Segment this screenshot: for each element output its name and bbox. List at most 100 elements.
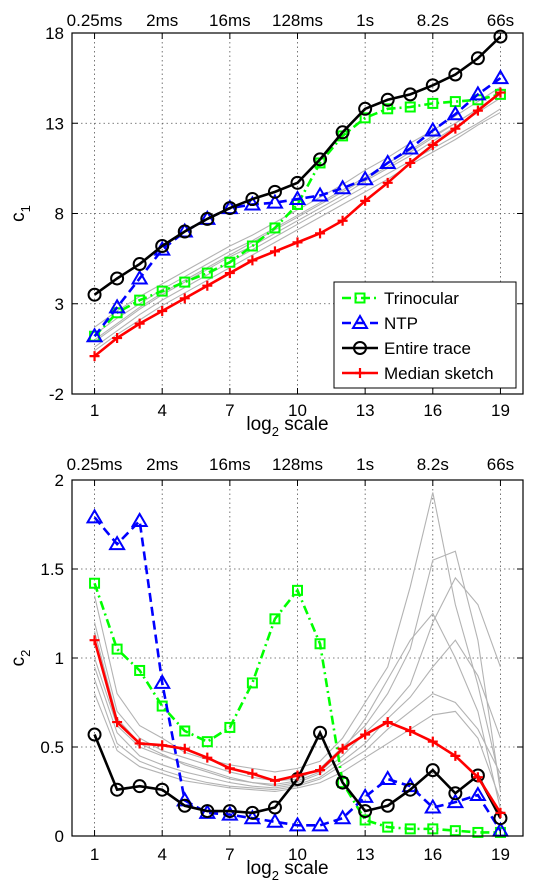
data-point [315, 765, 326, 776]
data-point [378, 770, 397, 786]
y-tick-label: 0 [55, 827, 64, 846]
data-point [446, 105, 465, 121]
legend-label: Entire trace [384, 339, 471, 358]
data-point [495, 87, 506, 98]
data-point [382, 717, 393, 728]
data-point [134, 318, 145, 329]
data-point [337, 777, 349, 789]
data-point [469, 85, 487, 101]
data-point [246, 677, 258, 689]
x-tick-label: 10 [288, 401, 307, 420]
x-axis-label: log2 scale [246, 414, 328, 439]
data-point [224, 763, 235, 774]
data-point [446, 793, 465, 809]
data-point [313, 152, 328, 167]
data-point [222, 804, 237, 819]
data-point [382, 821, 394, 833]
y-axis-label-sub: 2 [18, 650, 33, 657]
data-point [85, 327, 104, 343]
legend-label: NTP [384, 314, 418, 333]
data-point [179, 293, 190, 304]
data-point [404, 101, 416, 113]
top-tick-label: 0.25ms [67, 455, 123, 474]
data-point [89, 635, 100, 646]
top-tick-label: 128ms [272, 11, 323, 30]
data-point [448, 67, 463, 82]
y-tick-label: 2 [55, 471, 64, 490]
x-axis-label-sub: 2 [272, 424, 279, 439]
series-line-entire-trace [93, 35, 502, 296]
data-point [359, 814, 371, 826]
data-point [200, 804, 215, 819]
data-point [403, 782, 418, 797]
y-axis-label-main: c [8, 212, 29, 222]
series-line-trinocular [93, 582, 501, 834]
x-tick-label: 13 [356, 401, 375, 420]
x-tick-label: 4 [157, 401, 166, 420]
top-tick-label: 2ms [146, 11, 178, 30]
data-point [221, 805, 239, 821]
series-line-ntp [93, 77, 502, 338]
data-point [266, 193, 284, 209]
data-point [110, 271, 125, 286]
data-point [311, 816, 329, 832]
background-series-line-2 [94, 576, 501, 787]
data-point [450, 750, 461, 761]
data-point [132, 779, 147, 794]
y-tick-label: 1 [55, 649, 64, 668]
data-point [292, 237, 303, 248]
data-point [427, 139, 438, 150]
y-axis-label: c2 [8, 650, 33, 667]
data-point [112, 333, 123, 344]
top-tick-label: 8.2s [417, 455, 449, 474]
x-tick-label: 13 [356, 845, 375, 864]
background-series-line-4 [94, 111, 501, 352]
x-tick-label: 19 [491, 845, 510, 864]
series-line-trinocular [93, 93, 501, 338]
data-point [110, 782, 125, 797]
data-point [337, 215, 348, 226]
data-point [87, 727, 102, 742]
data-point [470, 51, 485, 66]
y-tick-label: 13 [45, 114, 64, 133]
data-point [245, 192, 260, 207]
data-point [359, 112, 371, 124]
y-axis-label-sub: 1 [18, 205, 33, 212]
legend-label: Trinocular [384, 289, 459, 308]
data-point [358, 101, 373, 116]
data-point [469, 786, 487, 802]
data-point [108, 535, 126, 551]
x-tick-label: 1 [90, 845, 99, 864]
y-tick-label: 18 [45, 24, 64, 43]
data-point [269, 222, 281, 234]
data-point [491, 69, 510, 85]
data-point [269, 246, 280, 257]
top-tick-label: 16ms [209, 11, 251, 30]
data-point [247, 255, 258, 266]
x-tick-label: 4 [157, 845, 166, 864]
x-tick-label: 7 [225, 401, 234, 420]
y-tick-label: 1.5 [40, 560, 64, 579]
data-point [405, 725, 416, 736]
c1-chart: 1 4 7 10 13 16 19 -2 3 8 13 180.25ms 2ms 16ms 128ms 1s 8… [8, 11, 524, 439]
background-series-line-5 [94, 92, 501, 341]
data-point [356, 787, 374, 803]
data-point [134, 664, 146, 676]
data-point [266, 812, 284, 828]
data-point [290, 175, 305, 190]
data-point [314, 638, 326, 650]
data-point [246, 240, 258, 252]
x-tick-label: 19 [491, 401, 510, 420]
data-point [360, 729, 371, 740]
data-point [335, 775, 350, 790]
data-point [333, 809, 352, 825]
data-point [155, 238, 170, 253]
data-point [292, 770, 303, 781]
data-point [424, 798, 442, 814]
legend-label: Median sketch [384, 364, 494, 383]
data-point [177, 798, 192, 813]
y-tick-label: 3 [55, 295, 64, 314]
data-point [247, 768, 258, 779]
data-point [111, 643, 123, 655]
